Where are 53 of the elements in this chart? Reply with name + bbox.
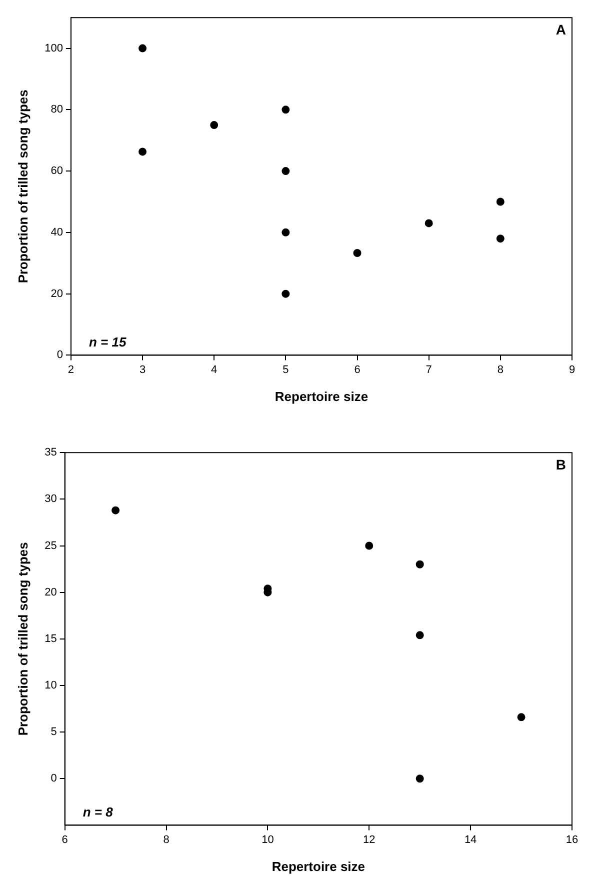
point (517, 713, 526, 722)
y-tick-label: 20 (50, 288, 63, 300)
x-tick-label: 12 (363, 834, 376, 846)
point (282, 106, 290, 114)
x-tick-label: 3 (139, 364, 146, 376)
point (496, 234, 504, 243)
x-tick-label: 8 (497, 364, 504, 376)
y-tick-label: 60 (50, 165, 63, 178)
point (138, 44, 147, 52)
y-tick-label: 15 (44, 632, 57, 645)
annotation: A (556, 21, 566, 38)
annotation: B (556, 456, 566, 472)
y-tick-label: 30 (44, 493, 57, 506)
x-tick-label: 7 (426, 364, 432, 376)
point (416, 631, 424, 640)
point (496, 198, 504, 206)
y-axis-title: Proportion of trilled song types (15, 542, 30, 736)
annotation: n = 8 (82, 804, 114, 820)
y-tick-label: 35 (44, 446, 57, 459)
point (416, 774, 424, 783)
annotation: n = 15 (88, 334, 127, 350)
x-tick-label: 2 (68, 364, 74, 376)
point (353, 249, 362, 257)
point (424, 219, 433, 228)
point (210, 121, 218, 130)
point (416, 560, 424, 568)
x-axis-title: Repertoire size (272, 858, 366, 874)
x-tick-label: 4 (211, 364, 218, 376)
x-tick-label: 10 (262, 834, 274, 846)
x-tick-label: 16 (566, 834, 578, 846)
x-axis-title: Repertoire size (274, 388, 368, 404)
y-tick-label: 0 (56, 349, 63, 362)
x-tick-label: 9 (568, 364, 576, 376)
y-tick-label: 0 (50, 772, 57, 785)
x-tick-label: 6 (354, 364, 360, 376)
x-tick-label: 8 (163, 834, 170, 846)
point (282, 290, 290, 298)
y-tick-label: 80 (50, 104, 63, 116)
x-tick-label: 6 (62, 834, 68, 846)
y-axis-title: Proportion of trilled song types (15, 90, 30, 284)
point (138, 148, 147, 156)
x-tick-label: 14 (464, 834, 477, 846)
y-tick-label: 5 (50, 726, 57, 738)
point (282, 167, 290, 176)
point (112, 506, 120, 514)
x-tick-label: 5 (282, 364, 289, 376)
y-tick-label: 20 (44, 586, 57, 598)
y-tick-label: 10 (44, 680, 57, 692)
y-tick-label: 40 (50, 226, 63, 238)
y-tick-label: 100 (44, 42, 63, 54)
point (282, 228, 290, 236)
y-tick-label: 25 (44, 540, 57, 552)
point (365, 542, 374, 550)
